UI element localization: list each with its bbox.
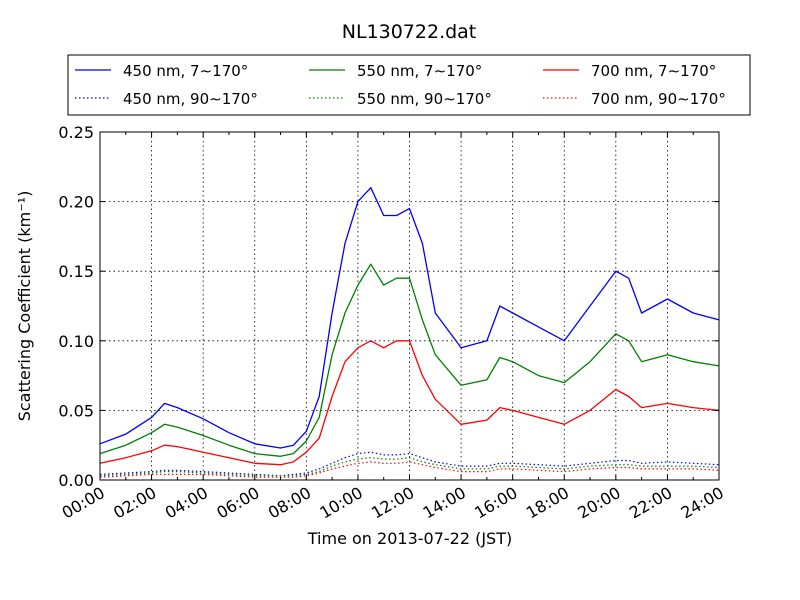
y-axis-ticks: 0.00 0.05 0.10 0.15 0.20 0.25 bbox=[58, 123, 719, 490]
x-tick-label: 12:00 bbox=[368, 483, 417, 523]
legend-label: 450 nm, 90∼170° bbox=[123, 90, 258, 108]
x-axis-ticks: 00:00 02:00 04:00 06:00 08:00 10:00 12:00 14:00… bbox=[59, 132, 727, 523]
y-tick-label: 0.05 bbox=[58, 401, 94, 420]
grid bbox=[100, 132, 719, 480]
y-tick-label: 0.10 bbox=[58, 332, 94, 351]
legend-label: 550 nm, 7∼170° bbox=[357, 62, 482, 80]
y-tick-label: 0.00 bbox=[58, 471, 94, 490]
y-tick-label: 0.25 bbox=[58, 123, 94, 142]
y-tick-label: 0.15 bbox=[58, 262, 94, 281]
x-tick-label: 18:00 bbox=[523, 483, 572, 523]
x-tick-label: 08:00 bbox=[265, 483, 314, 523]
x-tick-label: 20:00 bbox=[574, 483, 623, 523]
x-axis-label: Time on 2013-07-22 (JST) bbox=[307, 529, 512, 548]
legend-entries: 450 nm, 7∼170° 550 nm, 7∼170° 700 nm, 7∼17… bbox=[75, 62, 726, 108]
x-tick-label: 22:00 bbox=[626, 483, 675, 523]
legend: 450 nm, 7∼170° 550 nm, 7∼170° 700 nm, 7∼17… bbox=[67, 54, 751, 116]
legend-box bbox=[67, 54, 751, 116]
x-tick-label: 10:00 bbox=[316, 483, 365, 523]
y-tick-label: 0.20 bbox=[58, 193, 94, 212]
series-lines bbox=[99, 187, 720, 478]
legend-label: 700 nm, 7∼170° bbox=[591, 62, 716, 80]
legend-label: 700 nm, 90∼170° bbox=[591, 90, 726, 108]
plot-frame bbox=[99, 131, 720, 481]
chart-title: NL130722.dat bbox=[342, 21, 477, 43]
series-line bbox=[99, 451, 720, 477]
x-tick-label: 06:00 bbox=[213, 483, 262, 523]
series-line bbox=[99, 340, 720, 466]
series-line bbox=[99, 187, 720, 449]
x-tick-label: 02:00 bbox=[110, 483, 159, 523]
legend-label: 550 nm, 90∼170° bbox=[357, 90, 492, 108]
series-line bbox=[99, 263, 720, 457]
legend-label: 450 nm, 7∼170° bbox=[123, 62, 248, 80]
series-line bbox=[99, 461, 720, 478]
y-axis-label: Scattering Coefficient (km⁻¹) bbox=[15, 191, 34, 422]
x-tick-label: 24:00 bbox=[678, 483, 727, 523]
series-line bbox=[99, 457, 720, 477]
x-tick-label: 16:00 bbox=[471, 483, 520, 523]
x-tick-label: 14:00 bbox=[420, 483, 469, 523]
x-tick-label: 04:00 bbox=[162, 483, 211, 523]
